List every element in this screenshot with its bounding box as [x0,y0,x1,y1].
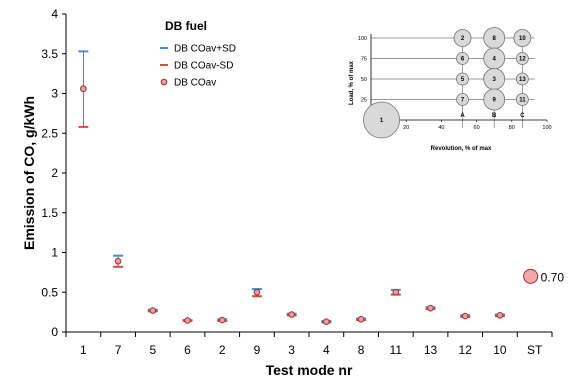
inset-bubble-label: 1 [380,118,384,124]
legend-label: DB COav+SD [174,44,236,55]
inset-x-tick-label: 20 [403,125,409,131]
inset-x-tick-label: 40 [438,125,444,131]
avg-point-7 [114,257,122,265]
avg-point-6 [184,317,191,324]
st-marker-group: 0.70 [523,268,565,284]
inset-bubble-label: 4 [493,57,497,63]
legend-label: DB COav [174,78,216,89]
y-tick-label: 0 [51,325,58,339]
inset-bubble-label: 6 [461,57,465,63]
inset-bubble-label: 2 [461,36,465,42]
main-axes [62,13,553,337]
inset-bubble-9 [483,88,506,111]
avg-point-4 [323,318,330,325]
avg-point-11 [392,288,400,296]
x-tick-label: 2 [219,343,226,357]
avg-point-8 [357,315,365,323]
x-tick-label: ST [527,343,543,357]
y-tick-label: 4 [51,7,58,21]
inset-bubble-10 [513,29,532,47]
st-marker [523,268,539,284]
inset-bubble-label: 13 [519,77,526,83]
x-tick-label: 10 [493,343,507,357]
legend-swatch-avg [160,78,168,86]
y-tick-label: 3 [51,87,58,101]
y-tick-labels: 0 0.5 1 1.5 2 2.5 3 3.5 4 [41,7,58,339]
inset-bubble-7 [456,93,469,106]
inset-column-label: A [460,113,465,119]
inset-bubble-2 [453,29,472,47]
inset-y-axis-title: Load, % of max [349,60,355,105]
legend-title: DB fuel [165,19,207,33]
inset-y-tick-label: 25 [361,98,367,104]
x-tick-labels: 1 7 5 6 2 9 3 4 8 11 13 12 10 ST [80,343,543,357]
legend-item: DB COav [160,78,216,89]
inset-y-tick-label: 50 [361,77,367,83]
avg-point-9 [253,288,261,296]
inset-y-tick-label: 75 [361,57,367,63]
inset-y-tick-label: 100 [358,36,367,42]
inset-column-label: C [520,113,525,119]
avg-point-12 [461,312,469,320]
inset-bubble-label: 10 [519,36,526,42]
x-tick-label: 6 [184,343,191,357]
inset-bubble-12 [515,52,529,65]
inset-bubble-label: 8 [493,36,497,42]
avg-point-5 [149,307,157,314]
inset-bubble-5 [456,72,469,86]
y-axis-title: Emission of CO, g/kWh [21,96,37,250]
avg-point-2 [218,316,226,324]
inset-bubble-13 [515,72,529,86]
x-tick-label: 3 [288,343,295,357]
y-tick-label: 3.5 [41,47,58,61]
inset-column-label: B [492,113,497,119]
x-tick-label: 12 [459,343,473,357]
y-tick-label: 2 [51,166,58,180]
inset-x-tick-label: 80 [509,125,515,131]
legend-label: DB COav-SD [174,61,233,72]
legend-item: DB COav-SD [160,61,233,72]
inset-bubble-label: 9 [493,98,497,104]
x-tick-label: 1 [80,343,87,357]
data-series [78,50,505,325]
inset-bubble-label: 3 [493,77,497,83]
test-mode-inset-diagram: 0255075100ABC020406080100128106412531379… [349,27,552,152]
inset-bubble-6 [456,52,469,65]
y-tick-label: 1.5 [41,206,58,220]
inset-bubble-label: 7 [461,98,465,104]
inset-x-tick-label: 100 [542,125,551,131]
y-tick-label: 0.5 [41,285,58,299]
inset-bubble-label: 11 [519,98,526,104]
inset-x-tick-label: 60 [474,125,480,131]
avg-point-13 [427,304,434,312]
st-value-label: 0.70 [541,270,565,284]
x-tick-label: 5 [149,343,156,357]
avg-point-10 [496,312,504,319]
y-tick-label: 2.5 [41,126,58,140]
inset-x-axis-title: Revolution, % of max [431,146,492,152]
inset-bubble-1 [363,101,400,139]
inset-bubble-label: 12 [519,57,526,63]
inset-bubble-11 [515,93,529,106]
inset-bubble-label: 5 [461,77,465,83]
x-tick-label: 7 [115,343,122,357]
legend: DB fuel DB COav+SD DB COav-SD DB COav [160,19,236,89]
avg-point-1 [80,85,87,93]
x-tick-label: 8 [358,343,365,357]
legend-item: DB COav+SD [160,44,236,55]
x-tick-label: 11 [390,343,403,357]
x-axis-title: Test mode nr [266,362,353,378]
y-tick-label: 1 [51,246,58,260]
x-tick-label: 13 [424,343,438,357]
x-tick-label: 9 [254,343,261,357]
x-tick-label: 4 [323,343,330,357]
avg-point-3 [288,311,295,318]
legend-items: DB COav+SD DB COav-SD DB COav [160,44,236,89]
